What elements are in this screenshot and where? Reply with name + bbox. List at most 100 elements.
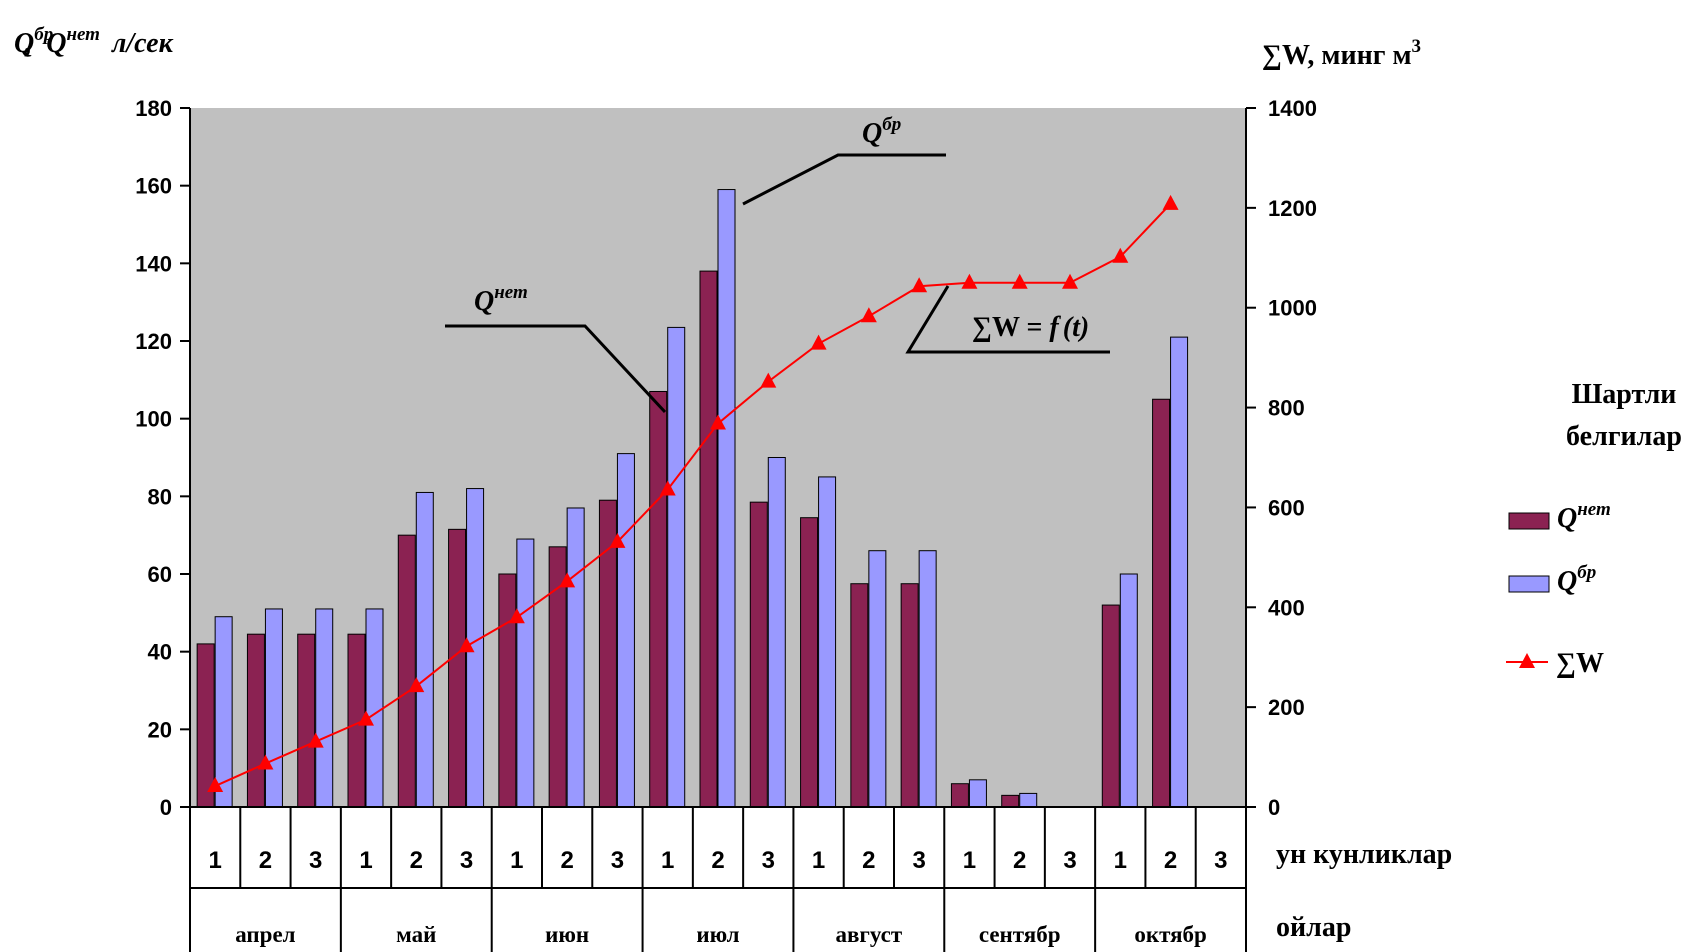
bar-qnet [699, 270, 718, 808]
svg-text:Qбр: Qбр [862, 114, 901, 149]
annotation-sumw: ∑W = f (t) [905, 285, 1110, 354]
ten-day-label: 2 [711, 847, 724, 874]
right-tick-label: 1000 [1268, 296, 1317, 321]
left-axis-q1: Q [14, 28, 34, 59]
right-tick-label: 800 [1268, 396, 1305, 421]
right-tick-label: 0 [1268, 795, 1280, 820]
right-tick-label: 1200 [1268, 196, 1317, 221]
ten-day-axis-label: ун кунликлар [1276, 839, 1452, 870]
cumulative-line-layer [207, 194, 1179, 793]
ten-day-label: 1 [812, 847, 825, 874]
sumw-point [911, 277, 928, 293]
sumw-point [760, 372, 777, 388]
month-label: сентябр [979, 922, 1061, 947]
legend-label-qbr: Qбр [1557, 562, 1596, 597]
sumw-point [860, 307, 877, 323]
bar-qbr [818, 476, 837, 808]
annotation-qnet: Qнет [445, 282, 667, 414]
bar-qnet [1101, 604, 1120, 808]
sumw-point [810, 334, 827, 350]
ten-day-label: 2 [1013, 847, 1026, 874]
left-axis-q2-sup: нет [66, 24, 100, 45]
right-tick-label: 1400 [1268, 96, 1317, 121]
left-axis-unit: л/сек [111, 28, 174, 59]
month-label: июн [545, 922, 589, 947]
right-axis-title: ∑W, минг м3 [1262, 36, 1421, 71]
ten-day-label: 3 [912, 847, 925, 874]
bar-qnet [800, 517, 819, 808]
bar-qnet [297, 633, 316, 808]
ten-day-label: 2 [410, 847, 423, 874]
left-tick-label: 160 [135, 174, 172, 199]
legend-label-qnet: Qнет [1557, 499, 1611, 534]
ten-day-label: 1 [359, 847, 372, 874]
left-tick-label: 140 [135, 251, 172, 276]
ten-day-label: 3 [460, 847, 473, 874]
ten-day-label: 2 [259, 847, 272, 874]
ten-day-label: 1 [208, 847, 221, 874]
sumw-point [408, 677, 425, 693]
bar-qbr [264, 608, 283, 808]
legend-label-sumw: ∑W [1556, 648, 1604, 679]
bar-qbr [667, 326, 686, 808]
left-tick-label: 120 [135, 329, 172, 354]
bar-qnet [246, 633, 265, 808]
ten-day-label: 3 [309, 847, 322, 874]
ten-day-label: 1 [661, 847, 674, 874]
left-tick-label: 40 [148, 640, 172, 665]
sumw-point [1062, 273, 1078, 289]
right-tick-label: 200 [1268, 695, 1305, 720]
sumw-line [214, 203, 1172, 787]
svg-text:∑W = f(t): ∑W = f (t) [972, 312, 1089, 343]
month-label: август [836, 922, 903, 947]
bar-qbr [717, 189, 736, 808]
sumw-point [307, 732, 324, 748]
sumw-point [358, 710, 374, 726]
ten-day-label: 2 [1164, 847, 1177, 874]
sumw-point [1011, 273, 1028, 289]
right-tick-label: 600 [1268, 495, 1305, 520]
left-tick-label: 60 [148, 562, 172, 587]
bar-qnet [900, 583, 919, 808]
sumw-point [458, 637, 475, 653]
legend-swatch-qnet [1508, 512, 1550, 530]
bar-qnet [448, 528, 467, 808]
month-label: октябр [1134, 922, 1206, 947]
sumw-point [508, 608, 525, 624]
month-label: апрел [235, 922, 295, 947]
right-axis-label: ∑W, минг м [1262, 40, 1412, 71]
tick-layer: 0 20 40 60 80 100 120 140 160 180 0 200 400 600 800 100… [135, 96, 1317, 820]
left-axis-sep: , [24, 28, 32, 59]
ten-day-label: 1 [1114, 847, 1127, 874]
bar-qbr [415, 491, 434, 808]
sumw-point [710, 414, 726, 430]
left-tick-label: 20 [148, 717, 172, 742]
ten-day-label: 3 [762, 847, 775, 874]
sumw-point [961, 273, 978, 289]
right-axis-sup: 3 [1412, 36, 1422, 57]
bar-qnet [498, 573, 517, 808]
bar-qnet [1001, 794, 1020, 808]
left-tick-label: 180 [135, 96, 172, 121]
sumw-point [1112, 247, 1129, 263]
left-tick-label: 100 [135, 407, 172, 432]
bar-qbr [516, 538, 535, 808]
bar-qbr [214, 616, 233, 808]
ten-day-label: 2 [862, 847, 875, 874]
ten-day-label: 2 [560, 847, 573, 874]
right-tick-label: 400 [1268, 595, 1305, 620]
bar-qnet [850, 583, 869, 808]
ten-day-label: 3 [1214, 847, 1227, 874]
left-tick-label: 0 [160, 795, 172, 820]
bar-qbr [1119, 573, 1138, 808]
bar-qnet [1152, 398, 1171, 808]
sumw-point [609, 532, 626, 548]
bar-qnet [749, 501, 768, 808]
bar-qbr [1019, 792, 1038, 808]
bar-qbr [616, 453, 635, 808]
sumw-point [257, 754, 274, 770]
ten-day-label: 3 [1063, 847, 1076, 874]
left-axis-q2: Q [46, 28, 66, 59]
bar-qbr [767, 457, 786, 808]
